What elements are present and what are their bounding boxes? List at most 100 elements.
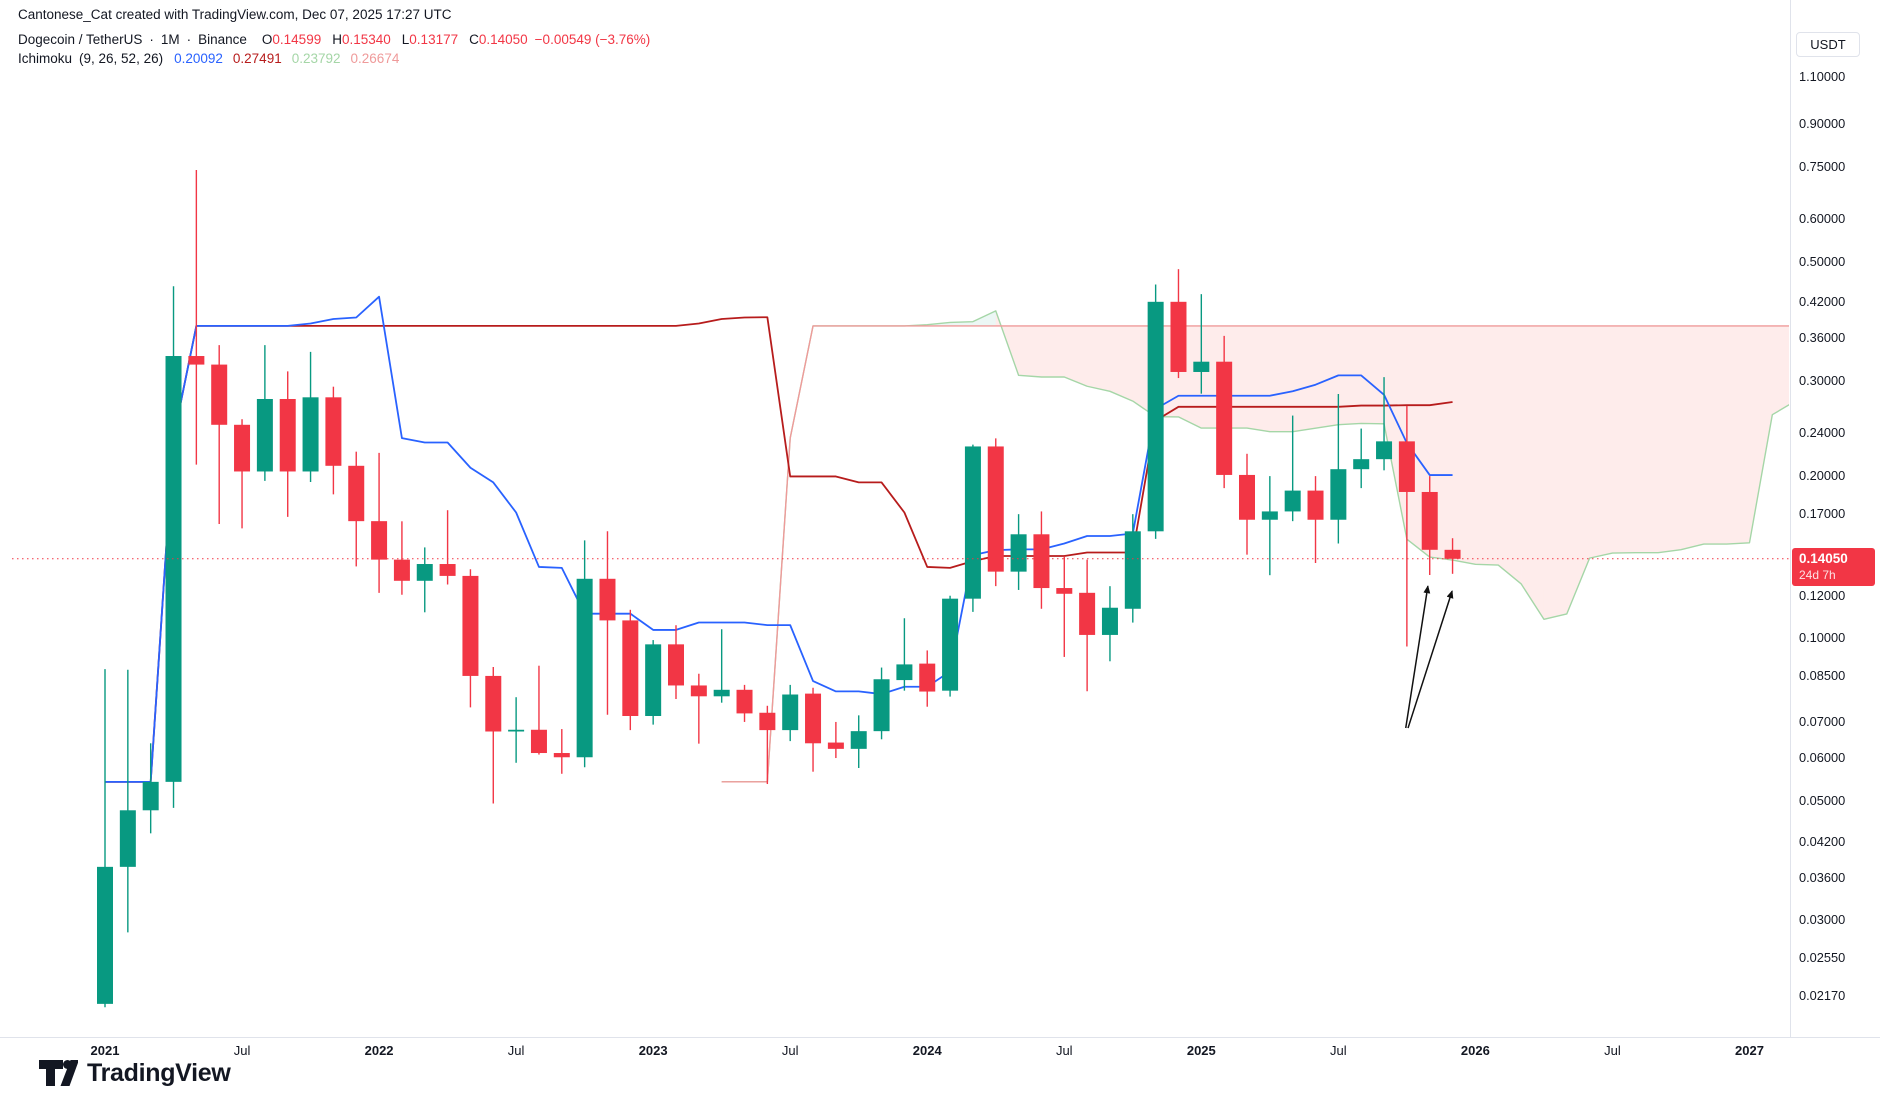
- time-tick-label: 2024: [912, 1043, 942, 1058]
- price-axis-border: [1790, 0, 1791, 1037]
- candle: [256, 345, 273, 481]
- candle: [530, 665, 547, 755]
- time-tick-label: 2025: [1186, 1043, 1216, 1058]
- price-tick-label: 0.75000: [1799, 158, 1846, 174]
- price-tick-label: 0.02550: [1799, 950, 1846, 966]
- time-tick-label: Jul: [1604, 1043, 1621, 1058]
- candle: [1261, 476, 1278, 576]
- price-tick-label: 0.10000: [1799, 630, 1846, 646]
- candle: [1216, 335, 1233, 489]
- candle: [713, 629, 730, 703]
- candle: [416, 547, 433, 613]
- price-tick-label: 0.08500: [1799, 668, 1846, 684]
- trend-arrow[interactable]: [1404, 585, 1431, 729]
- price-tick-label: 0.03600: [1799, 869, 1846, 885]
- price-tick-label: 0.60000: [1799, 210, 1846, 226]
- tradingview-logo-text: TradingView: [87, 1058, 231, 1087]
- candle: [690, 673, 707, 744]
- symbol-legend-row[interactable]: Dogecoin / TetherUS · 1M · Binance O0.14…: [18, 32, 650, 51]
- indicator-legend-row[interactable]: Ichimoku (9, 26, 52, 26) 0.20092 0.27491 0…: [18, 51, 650, 70]
- candle: [1124, 514, 1141, 623]
- candle: [1284, 415, 1301, 522]
- lead-a-line: [721, 310, 1789, 783]
- price-tick-label: 0.06000: [1799, 750, 1846, 766]
- time-tick-label: Jul: [507, 1043, 525, 1058]
- candle: [964, 444, 981, 612]
- candle: [622, 609, 639, 731]
- candle: [119, 669, 136, 933]
- candle: [919, 650, 936, 707]
- candle: [850, 715, 867, 769]
- candle: [942, 595, 959, 697]
- time-tick-label: Jul: [1330, 1043, 1347, 1058]
- last-price-value: 0.14050: [1799, 550, 1848, 566]
- candle: [827, 721, 844, 759]
- candle: [485, 667, 502, 804]
- candle: [987, 438, 1004, 587]
- ohlc-values: O0.14599 H0.15340 L0.13177 C0.14050: [260, 32, 528, 47]
- price-tick-label: 0.30000: [1799, 373, 1846, 389]
- candle: [462, 569, 479, 708]
- price-tick-label: 0.36000: [1799, 330, 1846, 346]
- candle: [1353, 428, 1370, 489]
- candle: [759, 705, 776, 785]
- indicator-value-0: 0.20092: [174, 51, 223, 66]
- candle: [508, 697, 525, 763]
- candle: [325, 386, 342, 495]
- candle: [599, 531, 616, 715]
- price-tick-label: 0.90000: [1799, 115, 1846, 131]
- candle: [439, 510, 456, 585]
- indicator-name[interactable]: Ichimoku: [18, 51, 73, 66]
- tradingview-logo-icon: [39, 1060, 78, 1086]
- annotation-arrows[interactable]: [1404, 585, 1454, 729]
- candle: [805, 687, 822, 772]
- candle: [1079, 559, 1096, 692]
- price-tick-label: 0.02170: [1799, 988, 1846, 1004]
- legend-separator: ·: [149, 32, 154, 47]
- time-axis-border: [0, 1037, 1880, 1038]
- price-tick-label: 0.50000: [1799, 253, 1846, 269]
- symbol-pair[interactable]: Dogecoin / TetherUS: [18, 32, 143, 47]
- candle: [1444, 538, 1461, 574]
- legend-separator: ·: [186, 32, 192, 47]
- symbol-exchange[interactable]: Binance: [198, 32, 247, 47]
- candle: [736, 684, 753, 722]
- time-tick-label: 2021: [90, 1043, 120, 1058]
- candle: [668, 625, 684, 700]
- ohlc-l: L0.13177: [401, 32, 459, 47]
- candle: [234, 419, 251, 529]
- time-tick-label: 2023: [638, 1043, 668, 1058]
- candle: [302, 351, 319, 483]
- symbol-interval[interactable]: 1M: [160, 32, 180, 47]
- candle: [1376, 377, 1393, 471]
- candle: [279, 371, 296, 517]
- trend-arrow[interactable]: [1407, 590, 1454, 729]
- price-tick-label: 0.05000: [1799, 792, 1846, 808]
- time-tick-label: 2022: [364, 1043, 394, 1058]
- candle: [1033, 511, 1050, 609]
- tradingview-logo[interactable]: TradingView: [38, 1057, 231, 1089]
- candle: [1330, 393, 1347, 544]
- candle: [782, 684, 799, 742]
- candle: [1239, 453, 1255, 555]
- ichimoku-cloud: [767, 310, 1789, 782]
- price-tick-label: 0.03000: [1799, 912, 1846, 928]
- ohlc-o: O0.14599: [261, 32, 322, 47]
- attribution-text: Cantonese_Cat created with TradingView.c…: [18, 7, 452, 22]
- candle: [1421, 476, 1438, 576]
- price-tick-label: 0.20000: [1799, 468, 1846, 484]
- indicator-value-2: 0.23792: [291, 51, 341, 66]
- candle: [1010, 514, 1027, 590]
- candle: [1307, 476, 1324, 563]
- lead-b-line: [721, 325, 1789, 783]
- ohlc-h: H0.15340: [332, 32, 391, 47]
- candle: [211, 345, 228, 525]
- pane-layers: [12, 170, 1789, 1008]
- price-tick-label: 0.24000: [1799, 425, 1846, 441]
- candle: [553, 729, 570, 774]
- candle: [348, 451, 365, 567]
- currency-button[interactable]: USDT: [1796, 32, 1860, 57]
- time-tick-label: 2026: [1460, 1043, 1490, 1058]
- candle: [393, 521, 410, 595]
